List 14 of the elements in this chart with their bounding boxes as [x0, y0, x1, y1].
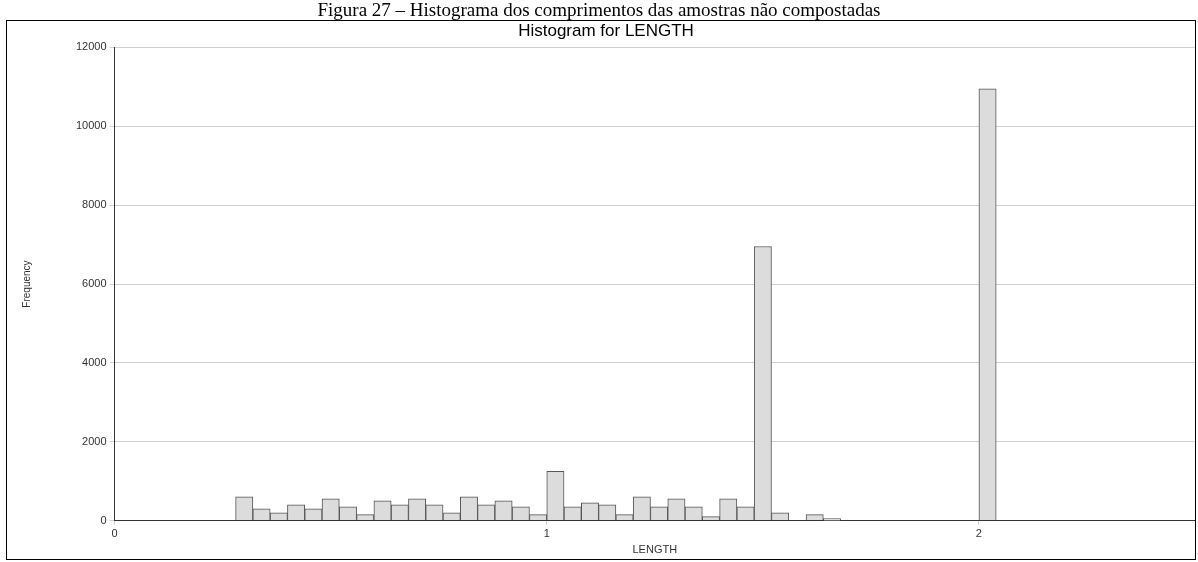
y-tick-label: 4000 [82, 355, 107, 368]
x-tick-label: 2 [975, 527, 982, 540]
text: Figura 27 – Histograma dos comprimentos das amostras não compostadas [316, 0, 882, 20]
chart-title: Histogram for LENGTH [518, 20, 694, 40]
y-tick-label: 0 [100, 513, 107, 526]
y-tick-label: 10000 [75, 119, 107, 132]
x-tick-label: 0 [111, 527, 118, 540]
y-tick-label: 12000 [75, 40, 107, 53]
y-tick-label: 2000 [82, 434, 107, 447]
x-tick-label: 1 [543, 527, 550, 540]
x-axis-title: LENGTH [632, 543, 678, 556]
y-axis-title: Frequency [20, 260, 32, 308]
y-tick-label: 8000 [82, 198, 107, 211]
y-tick-label: 6000 [82, 277, 107, 290]
